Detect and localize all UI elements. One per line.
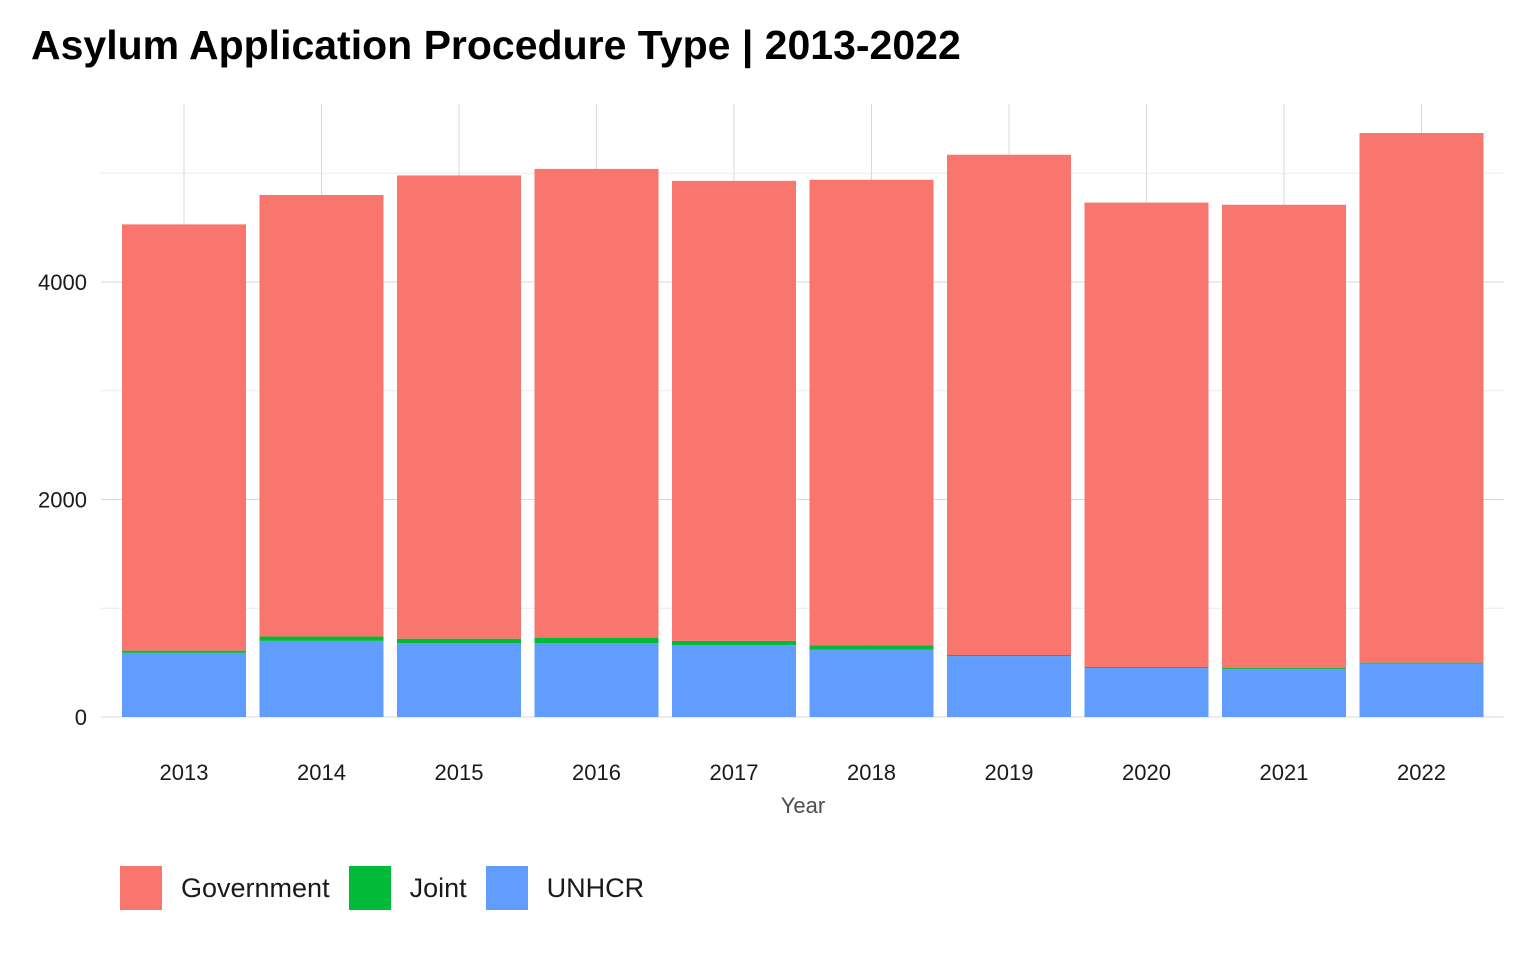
bar-government-2019 <box>947 154 1071 656</box>
bar-government-2014 <box>259 195 384 637</box>
bar-government-2016 <box>534 168 659 638</box>
bar-government-2020 <box>1084 202 1209 667</box>
bar-unhcr-2021 <box>1222 669 1346 717</box>
bar-unhcr-2016 <box>534 643 659 717</box>
y-tick-label: 0 <box>75 705 87 730</box>
bar-joint-2017 <box>672 640 796 646</box>
x-tick-label: 2014 <box>297 760 346 785</box>
bar-government-2018 <box>809 179 934 646</box>
bar-government-2021 <box>1222 204 1346 669</box>
legend-item-unhcr: UNHCR <box>485 866 645 910</box>
x-tick-label: 2016 <box>572 760 621 785</box>
x-tick-label: 2015 <box>435 760 484 785</box>
bar-joint-2016 <box>534 637 659 644</box>
x-tick-label: 2017 <box>710 760 759 785</box>
bar-joint-2014 <box>259 636 384 641</box>
bar-unhcr-2014 <box>259 640 384 717</box>
x-tick-label: 2021 <box>1260 760 1309 785</box>
bar-joint-2013 <box>122 650 246 653</box>
bar-joint-2020 <box>1084 666 1209 669</box>
x-axis-ticks: 2013 2014 2015 2016 2017 2018 2019 2020 2021 2022 <box>160 760 1446 785</box>
bar-joint-2021 <box>1222 668 1346 670</box>
legend-swatch <box>485 866 528 910</box>
chart-title: Asylum Application Procedure Type | 2013… <box>31 22 961 68</box>
x-tick-label: 2022 <box>1397 760 1446 785</box>
x-tick-label: 2019 <box>985 760 1034 785</box>
y-tick-label: 4000 <box>38 270 87 295</box>
bar-unhcr-2020 <box>1084 668 1209 717</box>
bar-unhcr-2022 <box>1359 663 1484 717</box>
x-tick-label: 2018 <box>847 760 896 785</box>
y-axis-ticks: 0 2000 4000 <box>38 270 87 730</box>
legend-item-government: Government <box>120 866 330 910</box>
bar-unhcr-2017 <box>672 645 796 717</box>
x-tick-label: 2020 <box>1122 760 1171 785</box>
bar-unhcr-2019 <box>947 656 1071 717</box>
legend-label: Joint <box>409 872 467 903</box>
legend-label: UNHCR <box>546 872 645 903</box>
y-tick-label: 2000 <box>38 488 87 513</box>
legend-swatch <box>120 866 162 910</box>
bar-joint-2022 <box>1359 662 1484 664</box>
legend: Government Joint UNHCR <box>120 866 663 910</box>
bar-government-2017 <box>672 180 796 641</box>
x-tick-label: 2013 <box>160 760 209 785</box>
bars <box>122 133 1484 717</box>
bar-unhcr-2015 <box>397 643 521 717</box>
legend-label: Government <box>181 872 330 903</box>
x-axis-title: Year <box>781 793 825 818</box>
bar-government-2022 <box>1359 133 1484 663</box>
bar-unhcr-2018 <box>809 649 934 717</box>
bar-joint-2018 <box>809 645 934 650</box>
bar-government-2015 <box>397 175 521 639</box>
bar-joint-2019 <box>947 655 1071 657</box>
bar-unhcr-2013 <box>122 652 246 717</box>
bar-joint-2015 <box>397 638 521 644</box>
legend-item-joint: Joint <box>348 866 467 910</box>
bar-government-2013 <box>122 224 246 651</box>
legend-swatch <box>348 866 391 910</box>
